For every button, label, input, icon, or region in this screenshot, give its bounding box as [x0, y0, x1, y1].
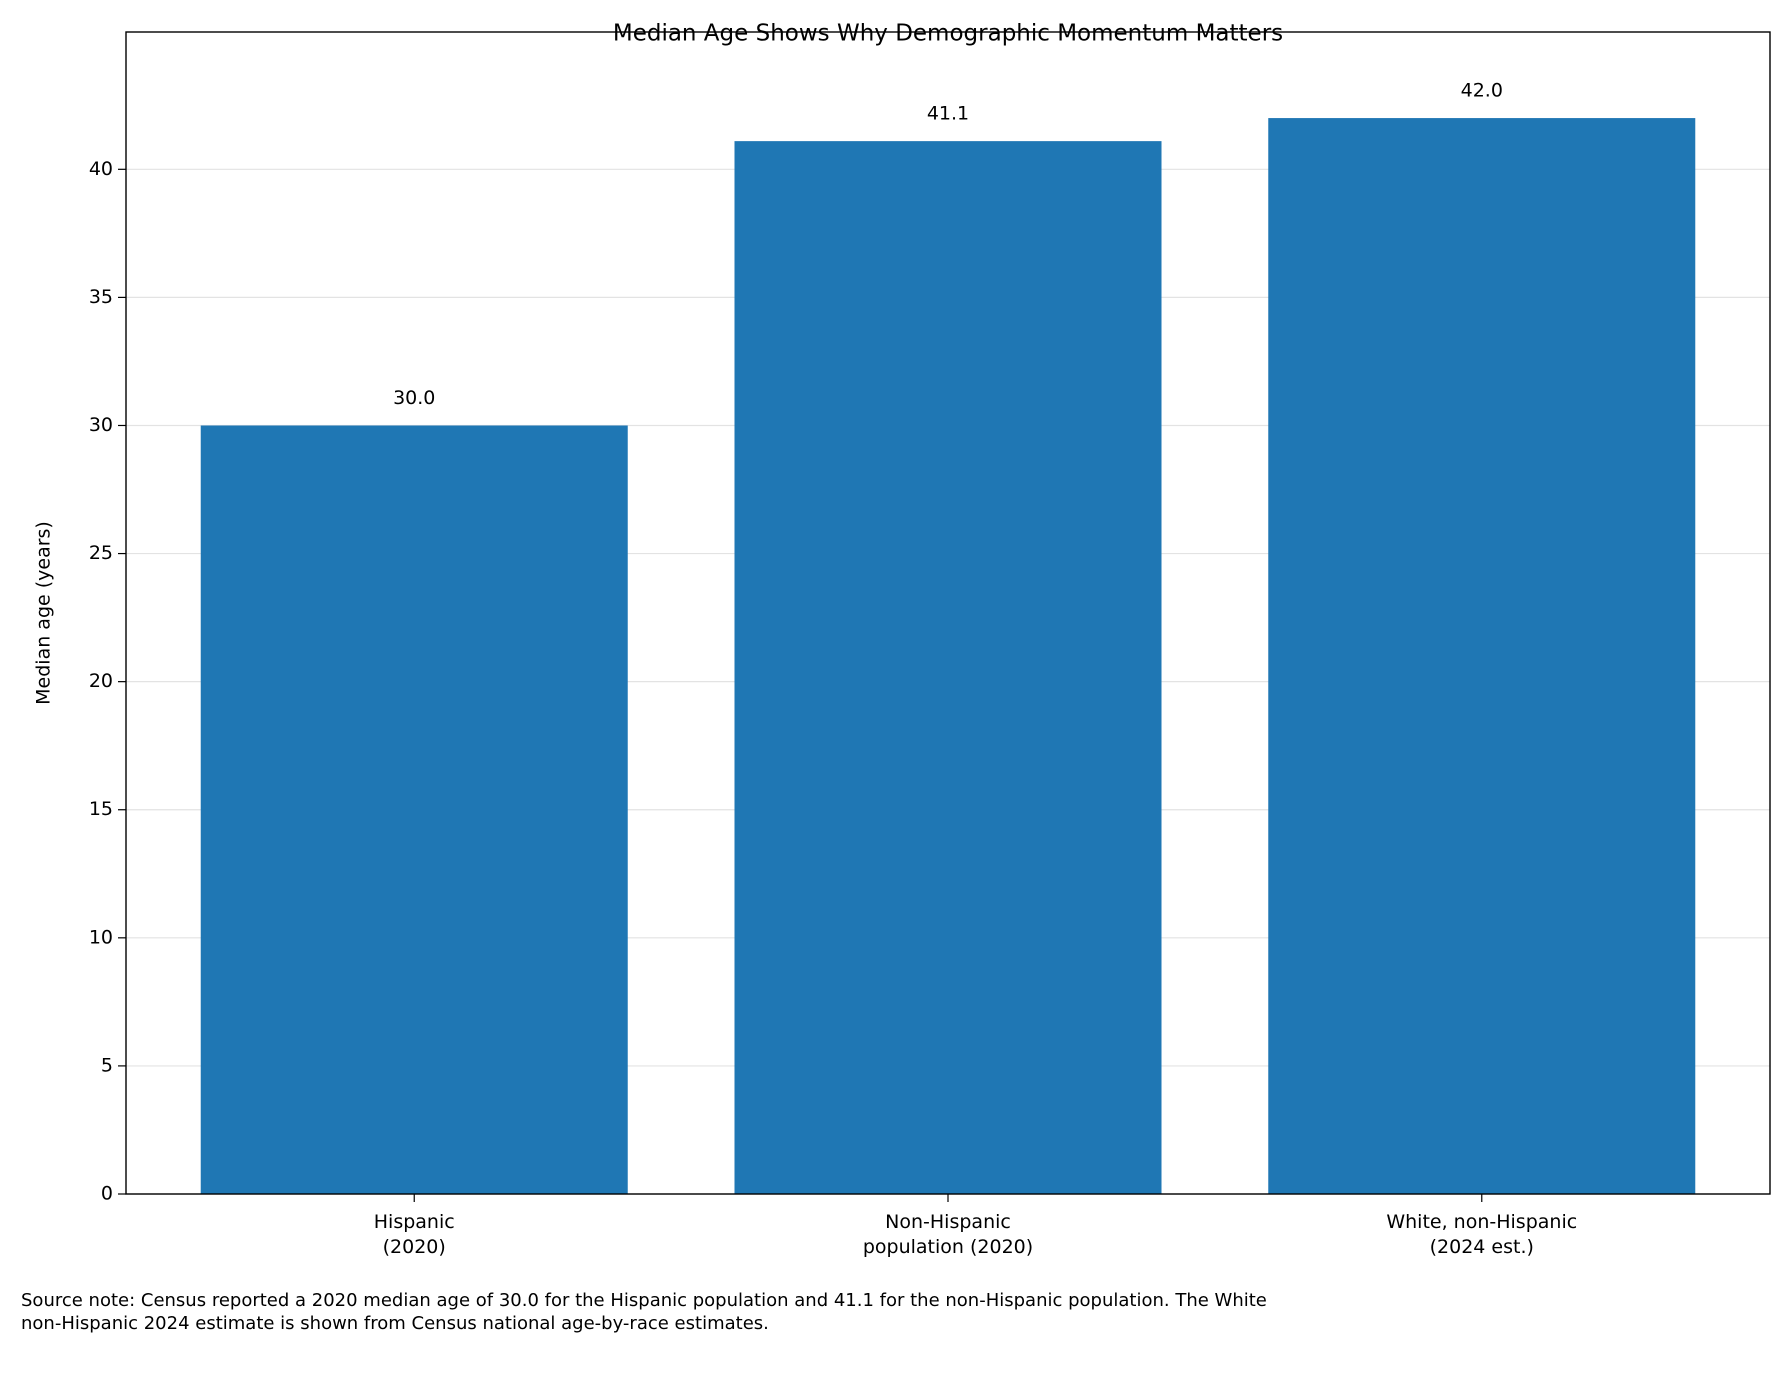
y-tick-label: 30	[89, 414, 113, 436]
value-label: 42.0	[1461, 80, 1503, 102]
plot-frame	[125, 31, 1771, 1195]
bar	[1268, 118, 1696, 1194]
value-label: 30.0	[393, 387, 435, 409]
x-tick-label: Hispanic (2020)	[373, 1211, 455, 1258]
y-tick-label: 15	[89, 798, 113, 820]
source-note: Source note: Census reported a 2020 medi…	[21, 1290, 1267, 1334]
y-tick-label: 20	[89, 670, 113, 692]
bar	[734, 141, 1162, 1194]
y-tick-label: 0	[101, 1183, 113, 1205]
value-label: 41.1	[927, 103, 969, 125]
x-tick-label: White, non-Hispanic (2024 est.)	[1386, 1211, 1578, 1258]
y-tick-label: 10	[89, 926, 113, 948]
y-tick-label: 25	[89, 542, 113, 564]
bar	[200, 425, 628, 1195]
y-tick-label: 40	[89, 158, 113, 180]
y-tick-label: 5	[101, 1054, 113, 1076]
chart-title: Median Age Shows Why Demographic Momentu…	[613, 21, 1283, 47]
y-tick-label: 35	[89, 286, 113, 308]
x-tick-label: Non-Hispanic population (2020)	[862, 1211, 1034, 1258]
y-axis-label: Median age (years)	[33, 521, 55, 705]
